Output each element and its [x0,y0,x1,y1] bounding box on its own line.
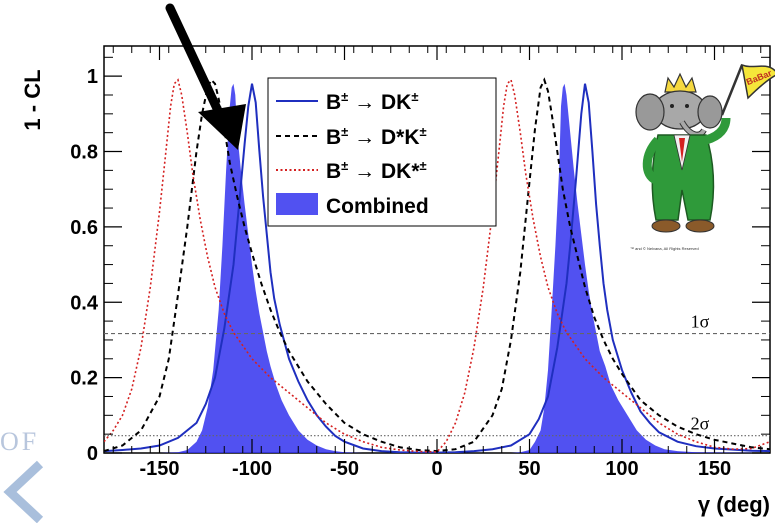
y-axis-title: 1 - CL [20,69,45,130]
x-tick-label: 150 [698,458,731,480]
babar-elephant-logo: BaBar ™ and © Nelvana, All Rights Reserv… [630,63,775,251]
series-combined-fill [104,83,770,453]
legend-label-2: B± → DK*± [326,158,427,183]
y-tick-label: 0.6 [70,217,98,239]
reference-lines-layer [104,332,770,437]
reference-label-1: 2σ [691,414,710,434]
logo-credit: ™ and © Nelvana, All Rights Reserved [630,246,699,251]
y-tick-label: 0 [87,443,98,465]
legend-label-3: Combined [326,195,429,218]
watermark-chevron-shape [3,460,44,523]
legend: B± → DK± B± → D*K± B± → DK*± Combined [267,77,497,227]
legend-swatch-fill [276,193,318,215]
y-tick-label: 0.4 [70,292,99,314]
axes-layer: -150 -100 -50 0 50 100 150 0 0.2 0.4 0.6 0.8 1 [70,46,770,480]
annotation-arrow [165,3,246,150]
x-tick-label: -50 [330,458,359,480]
watermark: OF [0,427,44,523]
watermark-text: OF [0,427,39,456]
legend-label-1: B± → D*K± [326,124,427,149]
y-tick-label: 1 [87,66,98,88]
x-tick-label: 50 [518,458,540,480]
y-tick-label: 0.8 [70,142,98,164]
x-tick-label: 0 [431,458,442,480]
x-axis-title: γ (deg) [698,492,770,517]
legend-label-0: B± → DK± [326,89,418,114]
x-tick-label: 100 [605,458,638,480]
combined-fill-layer [104,83,770,453]
reference-labels-layer: 1σ 2σ [691,312,710,434]
reference-label-0: 1σ [691,312,710,332]
x-tick-label: -150 [139,458,179,480]
x-tick-label: -100 [232,458,272,480]
y-tick-label: 0.2 [70,368,98,390]
